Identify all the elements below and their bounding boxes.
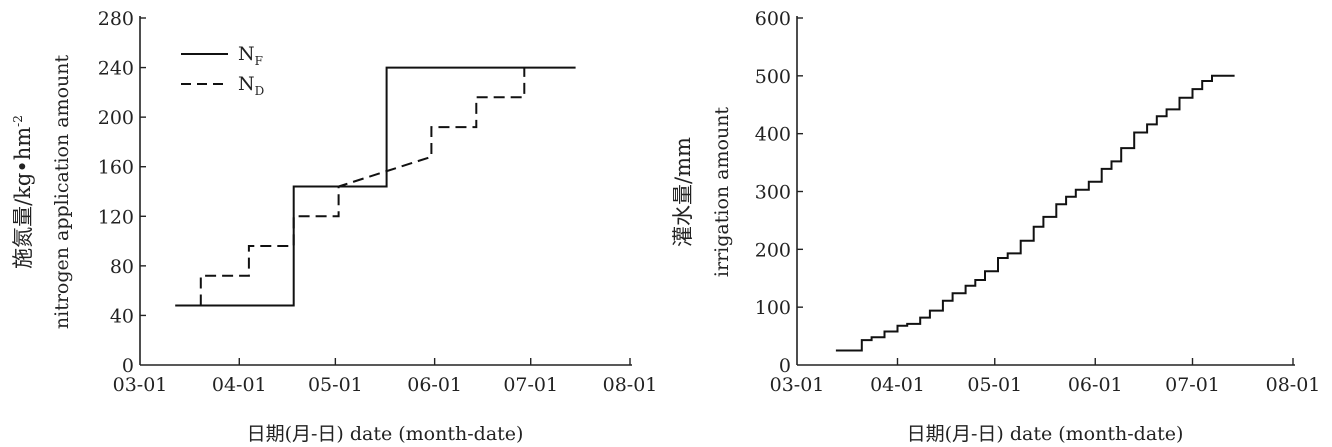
x-tick-label: 04-01 [870, 374, 925, 396]
y-tick-label: 240 [98, 58, 134, 80]
series-nd-line [199, 67, 526, 306]
y-tick-label: 200 [755, 239, 791, 261]
legend-label: ND [238, 73, 264, 98]
left-ylabel-cn: 施氮量/kg•hm-2 [11, 115, 35, 269]
x-tick-label: 05-01 [967, 374, 1022, 396]
left-xlabel: 日期(月-日) date (month-date) [247, 423, 524, 445]
legend-label-name: N [238, 73, 255, 95]
x-tick-label: 08-01 [603, 374, 658, 396]
y-tick-label: 600 [755, 8, 791, 30]
y-tick-label: 80 [110, 256, 134, 278]
irrigation-chart: 灌水量/mm irrigation amount 日期(月-日) date (m… [671, 8, 1320, 445]
y-tick-label: 200 [98, 107, 134, 129]
y-tick-label: 300 [755, 182, 791, 204]
right-ylabel-en: irrigation amount [711, 107, 733, 277]
left-ylabel-en: nitrogen application amount [51, 55, 73, 330]
x-tick-label: 03-01 [113, 374, 168, 396]
y-tick-label: 40 [110, 305, 134, 327]
x-tick-label: 08-01 [1266, 374, 1321, 396]
y-tick-label: 0 [779, 355, 791, 377]
y-tick-label: 280 [98, 8, 134, 30]
legend-label: NF [238, 43, 263, 68]
nitrogen-chart: 施氮量/kg•hm-2 nitrogen application amount … [11, 8, 657, 445]
y-tick-label: 160 [98, 157, 134, 179]
legend-label-name: N [238, 43, 255, 65]
legend-label-subscript: F [255, 54, 263, 68]
x-tick-label: 03-01 [770, 374, 825, 396]
y-tick-label: 0 [122, 355, 134, 377]
series-nf-line [175, 66, 576, 307]
x-tick-label: 07-01 [503, 374, 558, 396]
y-tick-label: 120 [98, 206, 134, 228]
series-irrigation-line [835, 74, 1235, 352]
x-tick-label: 06-01 [407, 374, 462, 396]
x-tick-label: 05-01 [308, 374, 363, 396]
right-ylabel-cn: 灌水量/mm [671, 137, 695, 247]
right-xlabel: 日期(月-日) date (month-date) [907, 423, 1184, 445]
y-tick-label: 100 [755, 297, 791, 319]
x-tick-label: 04-01 [212, 374, 267, 396]
x-tick-label: 07-01 [1165, 374, 1220, 396]
x-tick-label: 06-01 [1068, 374, 1123, 396]
y-tick-label: 400 [755, 124, 791, 146]
legend-label-subscript: D [255, 84, 265, 98]
y-tick-label: 500 [755, 66, 791, 88]
